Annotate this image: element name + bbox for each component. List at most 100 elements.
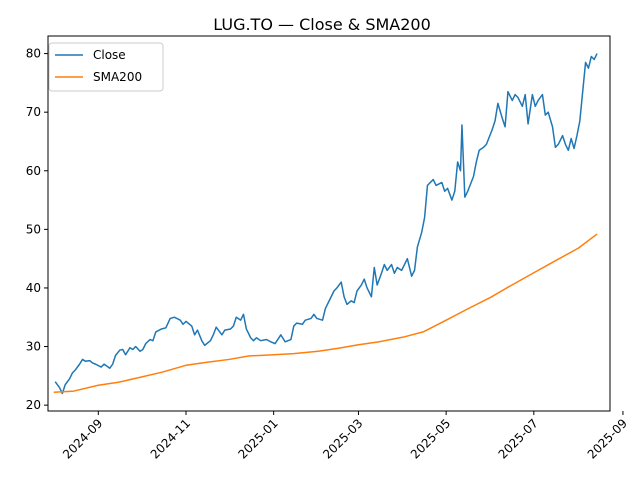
- data-point: [53, 392, 54, 393]
- data-point: [548, 112, 549, 113]
- data-point: [502, 117, 503, 118]
- data-point: [473, 176, 474, 177]
- data-point: [596, 233, 597, 234]
- series-line-sma200: [53, 233, 598, 393]
- data-point: [305, 320, 306, 321]
- data-point: [464, 197, 465, 198]
- y-tick-label: 60: [26, 164, 41, 178]
- data-point: [515, 94, 516, 95]
- data-point: [461, 124, 462, 125]
- data-point: [497, 103, 498, 104]
- data-point: [594, 59, 595, 60]
- data-point: [394, 273, 395, 274]
- data-point: [343, 296, 344, 297]
- data-point: [185, 321, 186, 322]
- data-point: [243, 314, 244, 315]
- data-point: [266, 339, 267, 340]
- y-tick-label: 20: [26, 398, 41, 412]
- data-point: [221, 334, 222, 335]
- data-point: [318, 351, 319, 352]
- data-point: [525, 94, 526, 95]
- data-point: [397, 267, 398, 268]
- data-point: [407, 258, 408, 259]
- data-point: [558, 144, 559, 145]
- data-point: [165, 327, 166, 328]
- data-point: [170, 318, 171, 319]
- data-point: [479, 150, 480, 151]
- data-point: [414, 270, 415, 271]
- data-point: [249, 355, 250, 356]
- data-point: [55, 381, 56, 382]
- data-point: [331, 296, 332, 297]
- data-point: [555, 147, 556, 148]
- data-point: [346, 304, 347, 305]
- data-point: [293, 353, 294, 354]
- data-point: [336, 287, 337, 288]
- plot-area: [47, 35, 611, 412]
- data-point: [256, 337, 257, 338]
- data-point: [119, 349, 120, 350]
- data-point: [161, 372, 162, 373]
- data-point: [423, 331, 424, 332]
- data-point: [125, 354, 126, 355]
- data-point: [366, 287, 367, 288]
- series-layer: [53, 53, 598, 395]
- data-point: [280, 334, 281, 335]
- data-point: [591, 56, 592, 57]
- data-point: [338, 348, 339, 349]
- data-point: [411, 276, 412, 277]
- data-point: [270, 341, 271, 342]
- data-point: [576, 135, 577, 136]
- y-tick-label: 80: [26, 47, 41, 61]
- data-point: [573, 148, 574, 149]
- data-point: [59, 387, 60, 388]
- data-point: [483, 147, 484, 148]
- data-point: [565, 144, 566, 145]
- data-point: [596, 53, 597, 54]
- data-point: [72, 372, 73, 373]
- data-point: [507, 91, 508, 92]
- data-point: [467, 191, 468, 192]
- data-point: [132, 349, 133, 350]
- legend: Close SMA200: [48, 42, 164, 92]
- data-point: [180, 320, 181, 321]
- data-point: [142, 349, 143, 350]
- data-point: [135, 346, 136, 347]
- data-point: [351, 300, 352, 301]
- data-point: [341, 281, 342, 282]
- data-point: [293, 325, 294, 326]
- data-point: [579, 120, 580, 121]
- data-point: [161, 328, 162, 329]
- data-point: [98, 385, 99, 386]
- data-point: [82, 359, 83, 360]
- data-point: [73, 390, 74, 391]
- data-point: [185, 365, 186, 366]
- data-point: [333, 290, 334, 291]
- data-point: [240, 320, 241, 321]
- data-point: [216, 327, 217, 328]
- data-point: [387, 270, 388, 271]
- data-point: [313, 314, 314, 315]
- data-point: [377, 284, 378, 285]
- data-point: [112, 364, 113, 365]
- data-point: [260, 340, 261, 341]
- data-point: [490, 297, 491, 298]
- data-point: [229, 359, 230, 360]
- data-point: [325, 308, 326, 309]
- data-point: [296, 323, 297, 324]
- data-point: [356, 290, 357, 291]
- data-point: [424, 217, 425, 218]
- y-tick-label: 50: [26, 222, 41, 236]
- data-point: [427, 185, 428, 186]
- data-point: [535, 106, 536, 107]
- data-point: [65, 384, 66, 385]
- data-point: [492, 129, 493, 130]
- y-tick-label: 30: [26, 340, 41, 354]
- data-point: [201, 340, 202, 341]
- data-point: [310, 318, 311, 319]
- data-point: [361, 284, 362, 285]
- data-point: [122, 349, 123, 350]
- data-point: [302, 324, 303, 325]
- data-point: [585, 62, 586, 63]
- data-point: [155, 331, 156, 332]
